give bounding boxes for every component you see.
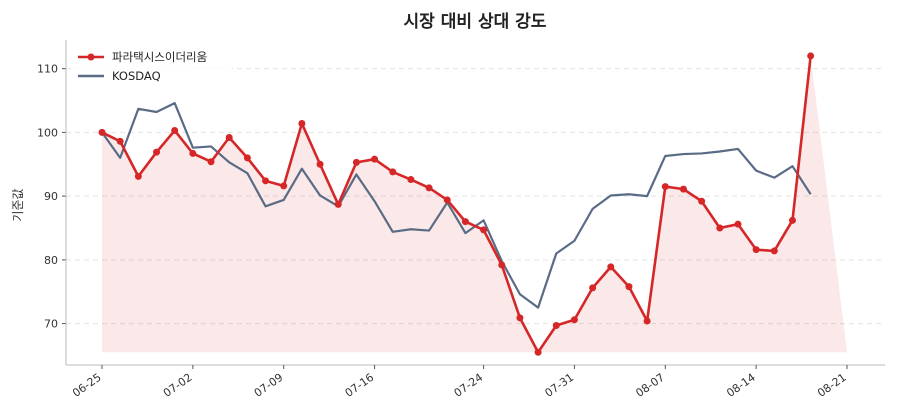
x-tick-label: 06-25	[70, 371, 104, 400]
series-1-point	[661, 183, 669, 191]
series-1-point	[316, 160, 324, 168]
series-1-point	[262, 177, 270, 185]
x-tick-label: 07-24	[452, 371, 486, 400]
series-1-point	[770, 247, 778, 255]
series-1-point	[189, 149, 197, 157]
series-1-point	[280, 182, 288, 190]
series-1-point	[498, 261, 506, 269]
x-tick-label: 08-07	[633, 371, 667, 400]
series-1-line	[101, 55, 812, 354]
legend-label-series-1: 파라택시스이더리움	[112, 50, 207, 64]
series-1-point	[643, 317, 651, 325]
series-1-point	[570, 316, 578, 324]
legend: 파라택시스이더리움 KOSDAQ	[72, 44, 232, 86]
series-1-area	[102, 55, 847, 353]
series-1-point	[352, 158, 360, 166]
y-tick-label: 80	[44, 254, 58, 267]
series-1-point	[716, 224, 724, 232]
series-1-point	[607, 263, 615, 271]
y-tick-label: 70	[44, 318, 58, 331]
series-2-line	[101, 101, 812, 309]
y-tick-label: 110	[37, 63, 58, 76]
series-1-point	[534, 348, 542, 356]
y-axis-label: 기준값	[11, 188, 25, 221]
x-tick-label: 07-09	[252, 371, 286, 400]
series-1-point	[298, 119, 306, 127]
series-1-point	[243, 154, 251, 162]
x-tick-label: 07-16	[343, 371, 377, 400]
series-1-point	[207, 158, 215, 166]
legend-label-series-2: KOSDAQ	[112, 69, 161, 83]
series-1-point	[461, 218, 469, 226]
series-1-point	[516, 314, 524, 322]
legend-marker-series-1	[87, 53, 95, 61]
series-1-point	[134, 172, 142, 180]
x-tick-label: 07-31	[543, 371, 577, 400]
series-1-point	[153, 148, 161, 156]
y-tick-label: 90	[44, 190, 58, 203]
series-1-point	[407, 176, 415, 184]
series-1-point	[679, 185, 687, 193]
series-1-point	[443, 196, 451, 204]
series-1-point	[116, 137, 124, 145]
series-1-point	[98, 128, 106, 136]
grid-lines	[66, 68, 885, 325]
x-tick-label: 08-21	[815, 371, 849, 400]
series-1-point	[625, 283, 633, 291]
series-1-point	[734, 220, 742, 228]
chart-title: 시장 대비 상대 강도	[404, 12, 547, 32]
series-1-point	[552, 321, 560, 329]
series-1-point	[589, 284, 597, 292]
series-1-point	[752, 246, 760, 254]
series-1-point	[334, 200, 342, 208]
series-1-point	[480, 226, 488, 234]
series-1-point	[171, 126, 179, 134]
area-fill-layer	[102, 55, 847, 353]
legend-background	[72, 44, 232, 86]
series-1-point	[425, 184, 433, 192]
series-1-point	[371, 155, 379, 163]
series-1-point	[807, 52, 815, 60]
series-1-point	[788, 216, 796, 224]
x-tick-label: 08-14	[724, 371, 758, 400]
y-tick-label: 100	[37, 126, 58, 139]
series-layer	[98, 52, 815, 356]
x-tick-label: 07-02	[161, 371, 195, 400]
series-1-point	[698, 197, 706, 205]
series-1-point	[225, 134, 233, 141]
series-1-point	[389, 168, 397, 176]
